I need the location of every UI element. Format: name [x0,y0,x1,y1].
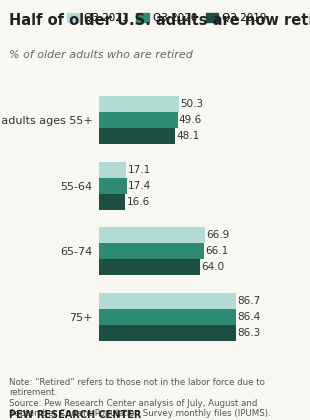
Text: 64.0: 64.0 [202,262,225,272]
Legend: Q3 2021, Q3 2020, Q3 2019: Q3 2021, Q3 2020, Q3 2019 [63,8,271,27]
Bar [99,194,126,210]
Text: 17.1: 17.1 [127,165,151,175]
Text: 66.9: 66.9 [206,230,229,240]
Bar [99,227,205,243]
Bar [99,112,178,128]
Text: Half of older U.S. adults are now retired: Half of older U.S. adults are now retire… [9,13,310,28]
Text: PEW RESEARCH CENTER: PEW RESEARCH CENTER [9,410,142,420]
Text: 86.3: 86.3 [237,328,260,338]
Text: 50.3: 50.3 [180,99,203,109]
Bar [99,128,175,144]
Text: 86.4: 86.4 [237,312,260,322]
Bar [99,325,236,341]
Text: 17.4: 17.4 [128,181,151,191]
Text: 86.7: 86.7 [237,296,261,306]
Text: 49.6: 49.6 [179,115,202,125]
Text: 66.1: 66.1 [205,246,228,256]
Text: 48.1: 48.1 [176,131,200,141]
Text: % of older adults who are retired: % of older adults who are retired [9,50,193,60]
Bar [99,309,236,325]
Bar [99,293,236,309]
Bar [99,243,204,259]
Bar [99,162,126,178]
Bar [99,178,127,194]
Text: 16.6: 16.6 [127,197,150,207]
Text: Note: “Retired” refers to those not in the labor force due to
retirement.
Source: Note: “Retired” refers to those not in t… [9,378,271,418]
Bar [99,96,179,112]
Bar [99,259,200,275]
